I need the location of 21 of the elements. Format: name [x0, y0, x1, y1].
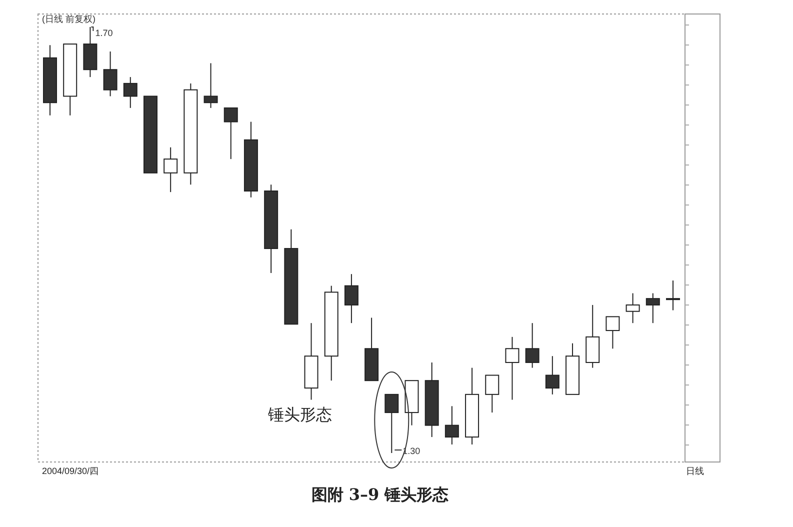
candlestick: [606, 316, 620, 350]
candlestick: [344, 274, 358, 324]
candlestick: [545, 356, 560, 395]
candlestick: [164, 146, 178, 193]
text: 2004/09/30/四: [42, 466, 99, 476]
candlestick: [626, 292, 640, 324]
candlestick: [485, 374, 500, 414]
chart-title: (日线 前复权): [42, 14, 96, 24]
annotation: 锤头形态: [267, 406, 332, 424]
candlestick: [646, 292, 660, 324]
candlestick: [525, 322, 540, 368]
candlestick: [204, 62, 218, 108]
candlestick: [505, 336, 520, 400]
text: 日线: [686, 466, 704, 476]
candlestick: [123, 76, 138, 108]
text: 图附 3–9 锤头形态: [311, 485, 449, 504]
annotation: 1.70: [95, 28, 113, 38]
candlestick: [103, 50, 118, 97]
candlestick: [444, 406, 459, 445]
candlestick: [224, 107, 238, 160]
candlestick: [666, 280, 680, 311]
